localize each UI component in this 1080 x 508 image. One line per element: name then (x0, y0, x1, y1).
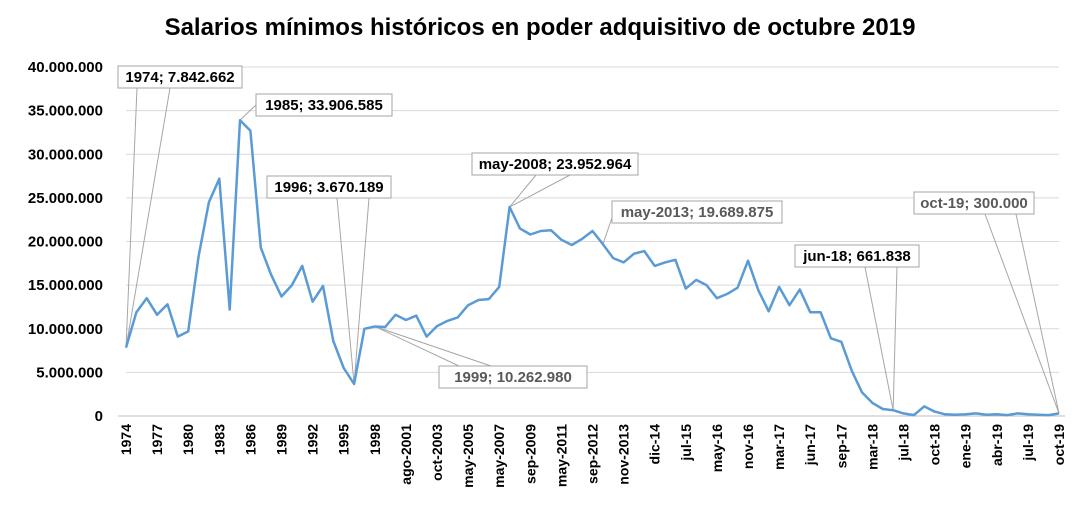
x-tick-label: ago-2001 (398, 424, 414, 485)
callout-leader (864, 266, 894, 411)
x-tick-label: 1974 (118, 424, 134, 455)
callout-leader (336, 197, 355, 385)
callout-box (471, 152, 639, 176)
x-tick-label: jul-15 (678, 424, 694, 462)
x-tick-label: nov-2013 (616, 424, 632, 485)
y-tick-label: 10.000.000 (28, 321, 103, 338)
y-tick-label: 25.000.000 (28, 190, 103, 207)
series-layer (124, 118, 1060, 417)
x-tick-label: 1989 (274, 424, 290, 455)
x-tick-label: sep-17 (833, 424, 849, 469)
y-tick-label: 40.000.000 (28, 59, 103, 76)
series-line (124, 118, 1060, 417)
axes: 0 5.000.000 10.000.000 15.000.000 20.000.000… (28, 59, 1067, 488)
x-tick-label: oct-18 (927, 424, 943, 465)
y-tick-label: 30.000.000 (28, 146, 103, 163)
callout-leader (125, 87, 171, 348)
x-tick-label: 1983 (211, 424, 227, 455)
callout-leader-lines (125, 87, 1060, 414)
callout-label: 1985; 33.906.585 (265, 97, 383, 114)
callout-label: 1999; 10.262.980 (454, 369, 572, 386)
callout-leader (125, 87, 138, 348)
y-tick-label: 15.000.000 (28, 277, 103, 294)
callout-label: may-2013; 19.689.875 (621, 204, 774, 221)
x-tick-label: nov-16 (740, 424, 756, 469)
callout-label: jun-18; 661.838 (802, 248, 911, 265)
x-tick-label: oct-2003 (429, 424, 445, 481)
x-tick-label: mar-18 (864, 424, 880, 470)
y-tick-label: 20.000.000 (28, 234, 103, 251)
callout-leader (509, 174, 537, 208)
x-tick-label: 1992 (305, 424, 321, 455)
x-tick-label: 1995 (336, 424, 352, 455)
x-tick-label: ene-19 (958, 424, 974, 469)
x-tick-label: dic-14 (647, 424, 663, 465)
chart-title: Salarios mínimos históricos en poder adq… (164, 14, 916, 41)
x-tick-label: may-2011 (553, 424, 569, 487)
x-tick-label: jun-17 (802, 424, 818, 466)
callout-leader (1015, 213, 1060, 414)
x-tick-label: jul-18 (896, 424, 912, 462)
x-tick-label: oct-19 (1051, 424, 1067, 465)
x-tick-label: may-16 (709, 424, 725, 472)
callout-box (794, 244, 920, 268)
callout-leader (353, 197, 370, 385)
callout-leader (892, 266, 898, 411)
x-tick-label: mar-17 (771, 424, 787, 470)
callout-box (611, 200, 783, 224)
y-tick-label: 0 (95, 408, 103, 425)
callout-labels: 1974; 7.842.662 1985; 33.906.585 1996; 3.6… (117, 65, 1035, 389)
x-tick-label: abr-19 (989, 424, 1005, 466)
callout-box (255, 93, 393, 117)
x-tick-label: 1986 (242, 424, 258, 455)
callout-leader (984, 213, 1060, 414)
x-tick-label: may-2007 (491, 424, 507, 488)
callout-box (913, 191, 1035, 215)
x-tick-label: sep-2009 (522, 424, 538, 484)
x-tick-label: 1998 (367, 424, 383, 455)
y-tick-label: 35.000.000 (28, 103, 103, 120)
callout-label: oct-19; 300.000 (920, 195, 1028, 212)
callout-leader (509, 174, 571, 208)
callout-leader (239, 104, 257, 121)
callout-label: 1996; 3.670.189 (274, 179, 383, 196)
callout-label: may-2008; 23.952.964 (479, 156, 632, 173)
callout-leader (374, 326, 460, 367)
x-tick-label: 1977 (149, 424, 165, 455)
callout-leader (374, 325, 492, 367)
callout-box (266, 175, 392, 199)
y-tick-label: 5.000.000 (36, 364, 103, 381)
callout-box (117, 65, 243, 89)
x-tick-label: may-2005 (460, 424, 476, 488)
x-tick-label: 1980 (180, 424, 196, 455)
callout-label: 1974; 7.842.662 (125, 69, 234, 86)
x-tick-label: jul-19 (1020, 424, 1036, 462)
callout-box (438, 365, 588, 389)
x-tick-label: sep-2012 (585, 424, 601, 484)
